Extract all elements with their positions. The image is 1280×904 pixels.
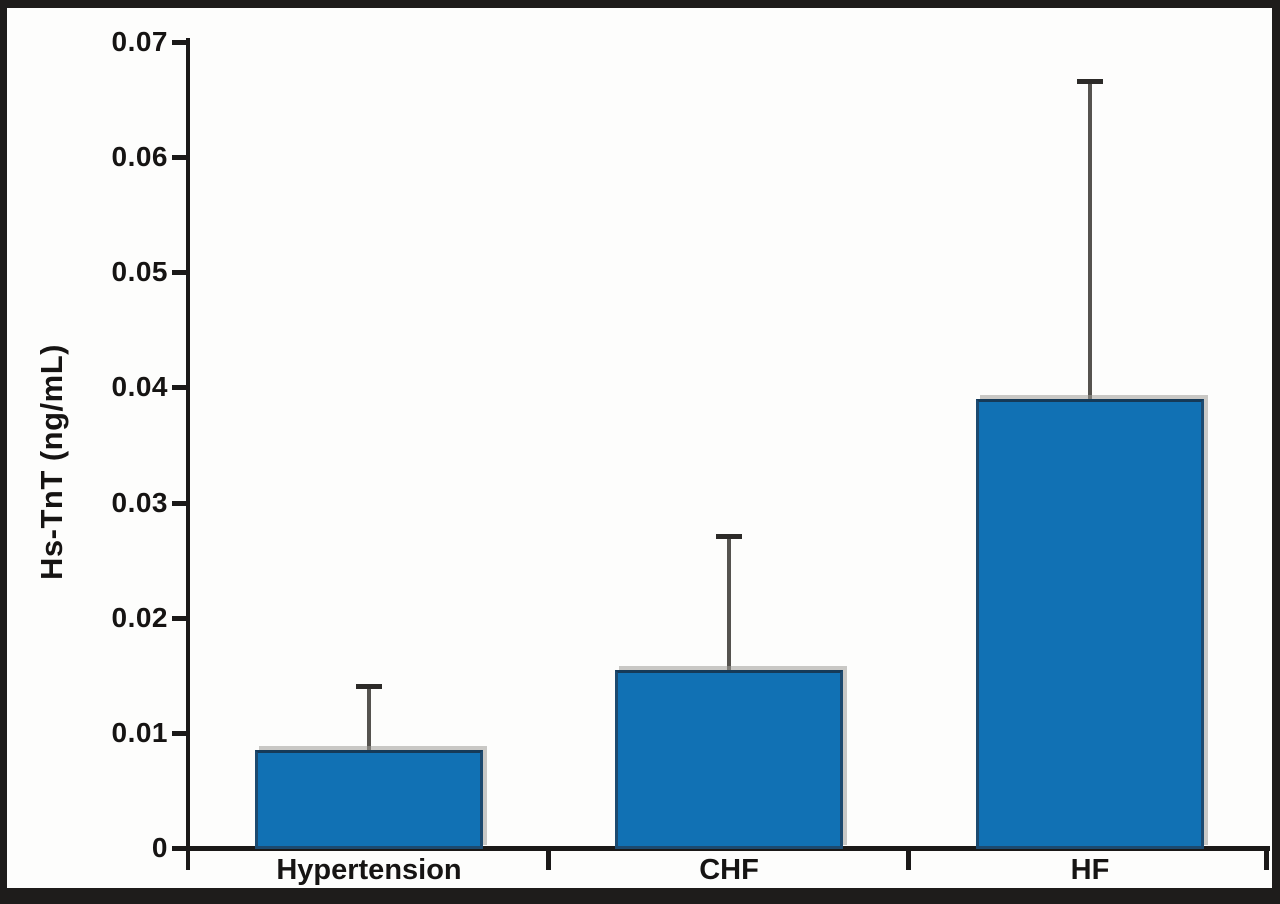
y-tick-label: 0.03 xyxy=(111,486,168,518)
error-bar-line xyxy=(727,537,731,672)
x-axis-tick xyxy=(1264,846,1269,870)
error-bar-cap xyxy=(716,534,742,540)
y-tick-mark xyxy=(172,385,189,391)
bar xyxy=(615,669,843,849)
y-tick-mark xyxy=(172,155,189,161)
bar xyxy=(976,398,1204,849)
y-tick-mark xyxy=(172,846,189,851)
y-tick-label: 0.07 xyxy=(111,26,168,57)
y-tick-mark xyxy=(172,270,189,276)
x-category-label: CHF xyxy=(699,854,759,886)
error-bar-line xyxy=(1088,82,1092,401)
x-axis-tick xyxy=(906,846,911,870)
y-tick-label: 0.01 xyxy=(111,716,168,748)
y-tick-mark xyxy=(172,500,189,506)
y-tick-label: 0 xyxy=(151,832,168,863)
y-tick-label: 0.02 xyxy=(111,601,168,633)
error-bar-cap xyxy=(356,683,382,689)
error-bar-cap xyxy=(1077,79,1103,85)
y-tick-mark xyxy=(172,730,189,736)
x-category-label: Hypertension xyxy=(276,854,462,886)
error-bar-line xyxy=(367,686,371,753)
y-axis-line xyxy=(186,38,190,870)
y-tick-label: 0.04 xyxy=(111,371,168,403)
x-category-label: HF xyxy=(1070,854,1110,886)
bar xyxy=(255,750,483,849)
x-axis-tick xyxy=(546,846,551,870)
y-tick-label: 0.05 xyxy=(111,256,168,288)
y-tick-label: 0.06 xyxy=(111,141,168,173)
y-tick-mark xyxy=(172,615,189,621)
y-tick-mark xyxy=(172,40,189,45)
